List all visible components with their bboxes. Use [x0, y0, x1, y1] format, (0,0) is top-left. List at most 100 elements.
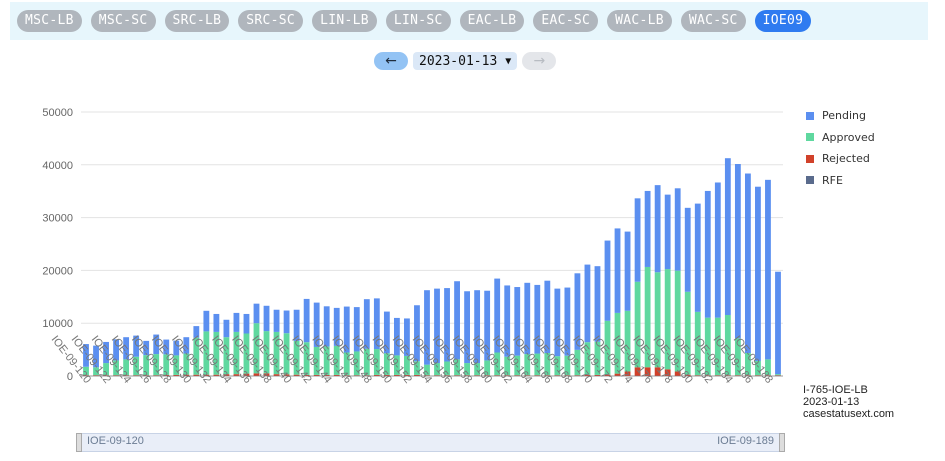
bar-rejected[interactable]: [393, 374, 400, 376]
bar-pending[interactable]: [263, 305, 270, 332]
bar-rejected[interactable]: [163, 374, 170, 376]
bar-pending[interactable]: [313, 302, 320, 347]
tab-src-sc[interactable]: SRC-SC: [238, 10, 304, 32]
bar-pending[interactable]: [253, 303, 260, 324]
bar-rejected[interactable]: [223, 374, 230, 376]
bar-approved[interactable]: [755, 360, 761, 376]
bar-approved[interactable]: [223, 337, 230, 375]
bar-approved[interactable]: [373, 349, 380, 375]
bar-pending[interactable]: [424, 290, 430, 365]
bar-pending[interactable]: [444, 288, 450, 362]
range-slider[interactable]: IOE-09-120 IOE-09-189: [76, 433, 785, 452]
bar-rejected[interactable]: [383, 374, 390, 376]
bar-rejected[interactable]: [333, 374, 340, 376]
bar-pending[interactable]: [123, 337, 130, 360]
bar-pending[interactable]: [614, 228, 621, 313]
bar-pending[interactable]: [724, 158, 731, 316]
bar-approved[interactable]: [554, 356, 561, 376]
bar-pending[interactable]: [133, 335, 140, 357]
bar-pending[interactable]: [594, 266, 601, 342]
bar-rejected[interactable]: [584, 374, 591, 376]
bar-pending[interactable]: [203, 310, 210, 332]
bar-approved[interactable]: [133, 356, 140, 376]
bar-approved[interactable]: [464, 363, 471, 376]
bar-approved[interactable]: [393, 355, 400, 375]
bar-approved[interactable]: [323, 346, 330, 375]
bar-approved[interactable]: [724, 315, 731, 376]
bar-pending[interactable]: [765, 179, 771, 360]
bar-rejected[interactable]: [454, 375, 460, 376]
bar-approved[interactable]: [123, 359, 130, 376]
bar-approved[interactable]: [333, 345, 340, 375]
bar-approved[interactable]: [253, 323, 260, 374]
slider-end-handle[interactable]: [779, 433, 785, 452]
bar-approved[interactable]: [424, 364, 430, 376]
bar-approved[interactable]: [514, 355, 521, 376]
bar-approved[interactable]: [313, 346, 320, 375]
bar-pending[interactable]: [243, 313, 250, 334]
bar-rejected[interactable]: [313, 374, 320, 376]
bar-pending[interactable]: [514, 287, 521, 356]
bar-rejected[interactable]: [674, 371, 681, 376]
bar-rejected[interactable]: [664, 369, 671, 376]
bar-rejected[interactable]: [113, 375, 120, 376]
bar-pending[interactable]: [704, 190, 711, 318]
bar-rejected[interactable]: [504, 375, 511, 376]
bar-approved[interactable]: [664, 269, 671, 370]
bar-pending[interactable]: [574, 273, 581, 350]
bar-rejected[interactable]: [524, 375, 531, 376]
bar-approved[interactable]: [604, 320, 611, 375]
bar-pending[interactable]: [83, 344, 89, 367]
bar-pending[interactable]: [113, 339, 120, 361]
bar-approved[interactable]: [674, 270, 681, 372]
bar-approved[interactable]: [113, 360, 120, 376]
bar-pending[interactable]: [544, 280, 551, 354]
bar-pending[interactable]: [734, 164, 741, 339]
bar-pending[interactable]: [404, 318, 410, 356]
bar-rejected[interactable]: [263, 373, 270, 376]
previous-date-button[interactable]: ←: [374, 52, 408, 70]
date-select[interactable]: 2023-01-13 ▼: [413, 52, 518, 70]
bar-rejected[interactable]: [734, 375, 741, 376]
bar-rejected[interactable]: [153, 375, 160, 376]
bar-approved[interactable]: [83, 366, 89, 376]
bar-approved[interactable]: [343, 352, 350, 376]
bar-rejected[interactable]: [514, 375, 521, 376]
next-date-button[interactable]: →: [522, 52, 557, 70]
bar-pending[interactable]: [624, 231, 631, 311]
bar-rejected[interactable]: [203, 374, 210, 376]
bar-pending[interactable]: [103, 341, 109, 364]
bar-pending[interactable]: [664, 194, 671, 270]
bar-rejected[interactable]: [554, 375, 561, 376]
bar-rejected[interactable]: [253, 373, 260, 376]
bar-approved[interactable]: [684, 291, 691, 375]
bar-rejected[interactable]: [574, 375, 581, 376]
bar-approved[interactable]: [353, 351, 360, 376]
bar-rejected[interactable]: [133, 375, 140, 376]
bar-pending[interactable]: [484, 290, 491, 361]
bar-pending[interactable]: [353, 307, 360, 352]
bar-rejected[interactable]: [684, 374, 691, 376]
tab-eac-lb[interactable]: EAC-LB: [459, 10, 525, 32]
bar-pending[interactable]: [373, 298, 380, 350]
bar-rejected[interactable]: [293, 374, 300, 376]
bar-rejected[interactable]: [444, 375, 450, 376]
bar-rejected[interactable]: [233, 374, 240, 376]
bar-pending[interactable]: [694, 203, 701, 312]
bar-pending[interactable]: [674, 188, 681, 271]
bar-pending[interactable]: [604, 240, 611, 321]
bar-approved[interactable]: [474, 363, 481, 376]
bar-approved[interactable]: [183, 353, 190, 375]
bar-pending[interactable]: [654, 185, 661, 273]
bar-pending[interactable]: [393, 317, 400, 356]
bar-approved[interactable]: [734, 338, 741, 376]
bar-rejected[interactable]: [494, 375, 501, 376]
bar-rejected[interactable]: [534, 375, 541, 376]
bar-pending[interactable]: [363, 299, 370, 349]
bar-approved[interactable]: [363, 348, 370, 376]
bar-rejected[interactable]: [143, 375, 150, 376]
bar-pending[interactable]: [524, 282, 531, 355]
bar-approved[interactable]: [383, 353, 390, 375]
bar-approved[interactable]: [524, 354, 531, 376]
bar-approved[interactable]: [614, 312, 621, 374]
